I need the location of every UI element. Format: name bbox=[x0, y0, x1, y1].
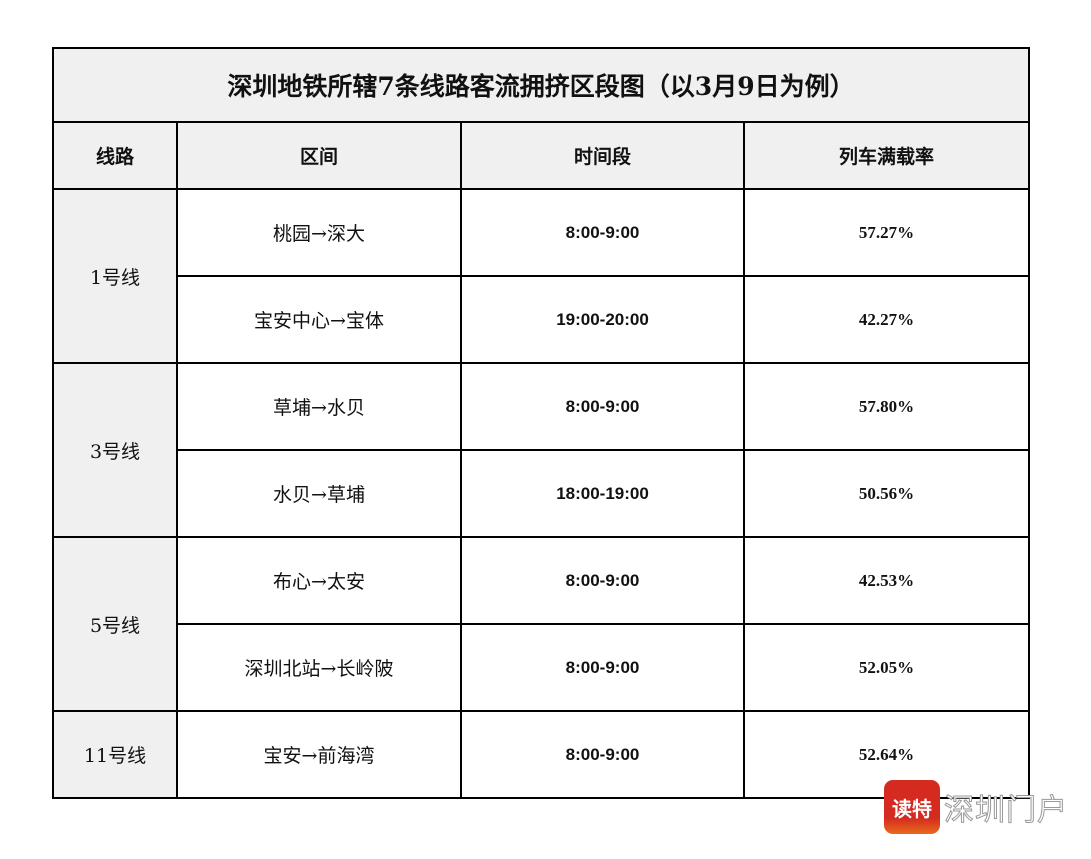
header-line: 线路 bbox=[52, 121, 178, 190]
watermark-logo: 读特 深圳门户 bbox=[884, 780, 1068, 834]
header-time: 时间段 bbox=[460, 121, 745, 190]
table-row: 深圳北站→长岭陂 8:00-9:00 52.05% bbox=[53, 623, 1030, 712]
table-row: 宝安中心→宝体 19:00-20:00 42.27% bbox=[53, 275, 1030, 364]
congestion-table: 深圳地铁所辖7条线路客流拥挤区段图（以3月9日为例） 线路 区间 时间段 列车满… bbox=[52, 47, 1030, 799]
section-cell: 深圳北站→长岭陂 bbox=[176, 623, 462, 712]
time-cell: 19:00-20:00 bbox=[460, 275, 745, 364]
time-cell: 8:00-9:00 bbox=[460, 623, 745, 712]
table-row: 1号线 桃园→深大 8:00-9:00 57.27% bbox=[52, 188, 1030, 364]
time-cell: 8:00-9:00 bbox=[460, 536, 745, 625]
line-cell: 3号线 bbox=[52, 362, 178, 538]
rate-cell: 42.53% bbox=[743, 536, 1030, 625]
section-cell: 草埔→水贝 bbox=[176, 362, 462, 451]
line-cell: 11号线 bbox=[52, 710, 178, 799]
time-cell: 8:00-9:00 bbox=[460, 188, 745, 277]
table-row: 水贝→草埔 18:00-19:00 50.56% bbox=[53, 449, 1030, 538]
table-row: 11号线 宝安→前海湾 8:00-9:00 52.64% bbox=[52, 710, 1030, 799]
logo-badge: 读特 bbox=[884, 780, 940, 834]
section-cell: 宝安→前海湾 bbox=[176, 710, 462, 799]
section-cell: 桃园→深大 bbox=[176, 188, 462, 277]
logo-brand: 深圳门户 bbox=[944, 793, 1068, 829]
rate-cell: 57.80% bbox=[743, 362, 1030, 451]
table-row: 3号线 草埔→水贝 8:00-9:00 57.80% bbox=[52, 362, 1030, 538]
rate-cell: 52.05% bbox=[743, 623, 1030, 712]
rate-cell: 57.27% bbox=[743, 188, 1030, 277]
header-section: 区间 bbox=[176, 121, 462, 190]
header-rate: 列车满载率 bbox=[743, 121, 1030, 190]
rate-cell: 50.56% bbox=[743, 449, 1030, 538]
section-cell: 水贝→草埔 bbox=[176, 449, 462, 538]
section-cell: 宝安中心→宝体 bbox=[176, 275, 462, 364]
line-cell: 5号线 bbox=[52, 536, 178, 712]
time-cell: 8:00-9:00 bbox=[460, 710, 745, 799]
line-cell: 1号线 bbox=[52, 188, 178, 364]
section-cell: 布心→太安 bbox=[176, 536, 462, 625]
table-title: 深圳地铁所辖7条线路客流拥挤区段图（以3月9日为例） bbox=[52, 47, 1030, 123]
time-cell: 18:00-19:00 bbox=[460, 449, 745, 538]
table-row: 5号线 布心→太安 8:00-9:00 42.53% bbox=[52, 536, 1030, 712]
rate-cell: 42.27% bbox=[743, 275, 1030, 364]
time-cell: 8:00-9:00 bbox=[460, 362, 745, 451]
